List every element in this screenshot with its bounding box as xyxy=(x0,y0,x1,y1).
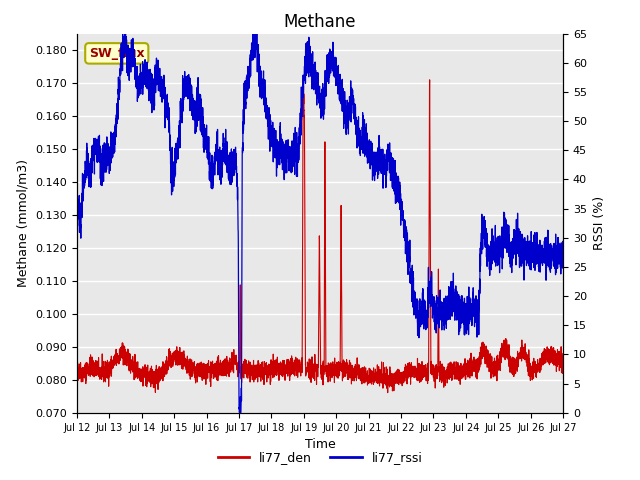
X-axis label: Time: Time xyxy=(305,438,335,451)
Legend: li77_den, li77_rssi: li77_den, li77_rssi xyxy=(212,446,428,469)
Y-axis label: RSSI (%): RSSI (%) xyxy=(593,196,605,250)
Y-axis label: Methane (mmol/m3): Methane (mmol/m3) xyxy=(17,159,30,287)
Text: SW_flux: SW_flux xyxy=(89,47,145,60)
Title: Methane: Methane xyxy=(284,12,356,31)
